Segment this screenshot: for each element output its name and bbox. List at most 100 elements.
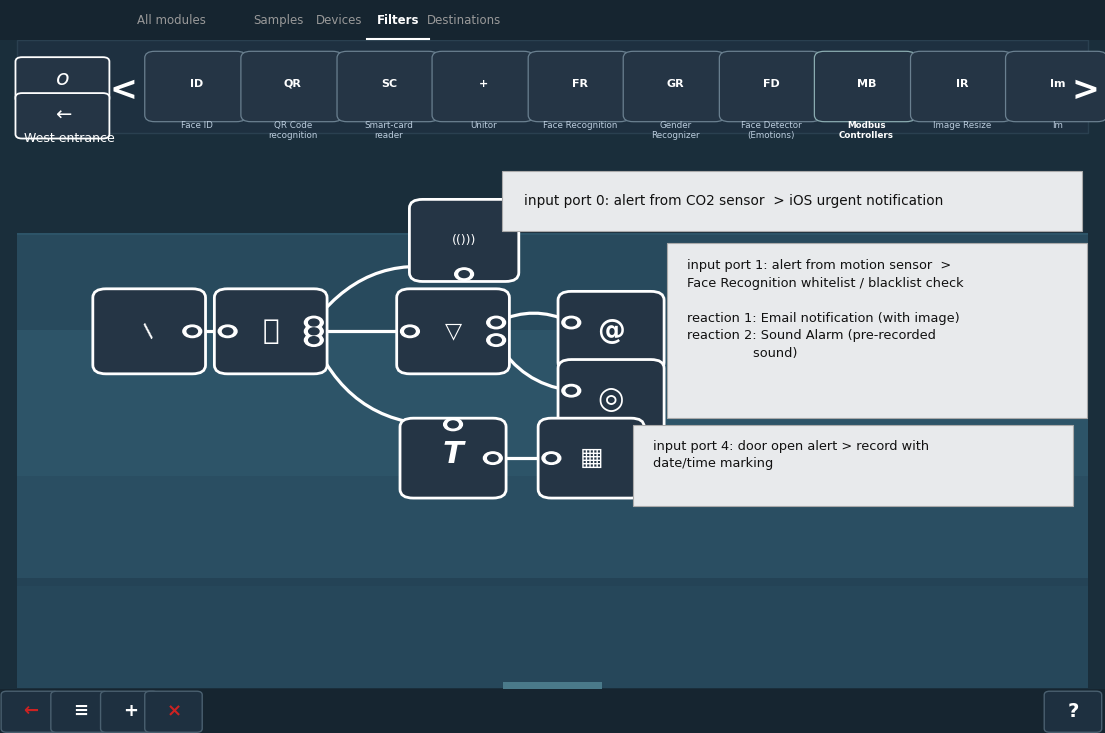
Text: input port 0: alert from CO2 sensor  > iOS urgent notification: input port 0: alert from CO2 sensor > iO…: [524, 194, 944, 208]
FancyBboxPatch shape: [528, 51, 630, 122]
Text: Samples: Samples: [253, 14, 304, 27]
Text: Unitor: Unitor: [471, 121, 497, 130]
FancyBboxPatch shape: [558, 359, 664, 439]
FancyBboxPatch shape: [145, 691, 202, 732]
Circle shape: [486, 334, 505, 346]
Text: ≡: ≡: [73, 702, 88, 720]
FancyBboxPatch shape: [719, 51, 821, 122]
Bar: [503, 682, 602, 689]
FancyBboxPatch shape: [911, 51, 1012, 122]
FancyBboxPatch shape: [214, 289, 327, 374]
Text: o: o: [56, 69, 70, 89]
Circle shape: [187, 328, 198, 335]
Text: GR: GR: [666, 78, 684, 89]
Text: Smart-card
reader: Smart-card reader: [365, 121, 413, 140]
FancyBboxPatch shape: [15, 93, 109, 139]
Circle shape: [218, 325, 238, 337]
Text: T: T: [443, 440, 463, 469]
Bar: [0, 689, 1105, 733]
Text: ←: ←: [23, 702, 39, 720]
FancyBboxPatch shape: [400, 418, 506, 498]
Text: Image Resize: Image Resize: [934, 121, 991, 130]
Circle shape: [486, 317, 505, 328]
Bar: [17, 476, 1088, 586]
Text: input port 1: alert from motion sensor  >
Face Recognition whitelist / blacklist: input port 1: alert from motion sensor >…: [687, 259, 964, 360]
Text: Im: Im: [1052, 121, 1063, 130]
FancyBboxPatch shape: [1006, 51, 1105, 122]
Text: +: +: [123, 702, 138, 720]
FancyBboxPatch shape: [814, 51, 916, 122]
Text: Modbus
Controllers: Modbus Controllers: [839, 121, 894, 140]
Circle shape: [305, 325, 323, 337]
Circle shape: [404, 328, 415, 335]
Text: +: +: [480, 78, 488, 89]
Text: ×: ×: [167, 702, 182, 720]
Text: West entrance: West entrance: [24, 132, 115, 145]
Text: Devices: Devices: [316, 14, 362, 27]
Circle shape: [308, 328, 319, 335]
FancyBboxPatch shape: [51, 691, 108, 732]
Bar: [0, 0, 1105, 40]
Circle shape: [222, 328, 233, 335]
Text: ▽: ▽: [444, 321, 462, 342]
Text: MB: MB: [856, 78, 876, 89]
FancyBboxPatch shape: [623, 51, 725, 122]
Text: ←: ←: [55, 106, 71, 125]
Text: All modules: All modules: [137, 14, 206, 27]
FancyBboxPatch shape: [432, 51, 534, 122]
Text: Gender
Recognizer: Gender Recognizer: [651, 121, 699, 140]
Text: ?: ?: [1067, 701, 1078, 721]
Bar: [17, 235, 1088, 330]
Circle shape: [308, 319, 319, 326]
FancyBboxPatch shape: [1, 691, 59, 732]
Circle shape: [308, 336, 319, 344]
FancyBboxPatch shape: [93, 289, 206, 374]
Text: Face Detector
(Emotions): Face Detector (Emotions): [741, 121, 801, 140]
Circle shape: [546, 454, 557, 462]
Circle shape: [483, 452, 502, 465]
FancyBboxPatch shape: [1044, 691, 1102, 732]
FancyBboxPatch shape: [633, 425, 1073, 506]
Circle shape: [566, 319, 577, 326]
Circle shape: [491, 336, 502, 344]
Circle shape: [561, 317, 581, 328]
Circle shape: [183, 325, 202, 337]
Text: Face Recognition: Face Recognition: [543, 121, 618, 130]
Text: FD: FD: [762, 78, 780, 89]
Circle shape: [566, 387, 577, 394]
Text: ID: ID: [190, 78, 203, 89]
Text: ◎: ◎: [598, 385, 624, 414]
Text: QR Code
recognition: QR Code recognition: [269, 121, 317, 140]
FancyBboxPatch shape: [397, 289, 509, 374]
Text: SC: SC: [381, 78, 397, 89]
Text: <: <: [109, 73, 138, 107]
Circle shape: [561, 384, 581, 397]
Text: Filters: Filters: [377, 14, 419, 27]
Bar: [17, 578, 1088, 688]
FancyBboxPatch shape: [558, 291, 664, 371]
Text: >: >: [1071, 73, 1099, 107]
Circle shape: [400, 325, 420, 337]
FancyBboxPatch shape: [101, 691, 158, 732]
FancyBboxPatch shape: [502, 171, 1082, 231]
Text: QR: QR: [284, 78, 302, 89]
Circle shape: [459, 270, 470, 278]
FancyBboxPatch shape: [15, 57, 109, 103]
Text: Im: Im: [1050, 78, 1065, 89]
Circle shape: [455, 268, 473, 280]
Text: IR: IR: [956, 78, 969, 89]
Circle shape: [543, 452, 561, 465]
FancyBboxPatch shape: [409, 199, 519, 281]
Text: ▦: ▦: [579, 446, 603, 470]
Text: input port 4: door open alert > record with
date/time marking: input port 4: door open alert > record w…: [653, 440, 929, 471]
Circle shape: [443, 418, 462, 431]
Text: @: @: [597, 317, 625, 345]
Text: (())): (())): [452, 234, 476, 247]
Text: ⦿: ⦿: [262, 317, 280, 345]
FancyBboxPatch shape: [538, 418, 644, 498]
Circle shape: [487, 454, 498, 462]
Circle shape: [491, 319, 502, 326]
FancyBboxPatch shape: [241, 51, 343, 122]
Text: Face ID: Face ID: [181, 121, 212, 130]
Circle shape: [305, 317, 323, 328]
